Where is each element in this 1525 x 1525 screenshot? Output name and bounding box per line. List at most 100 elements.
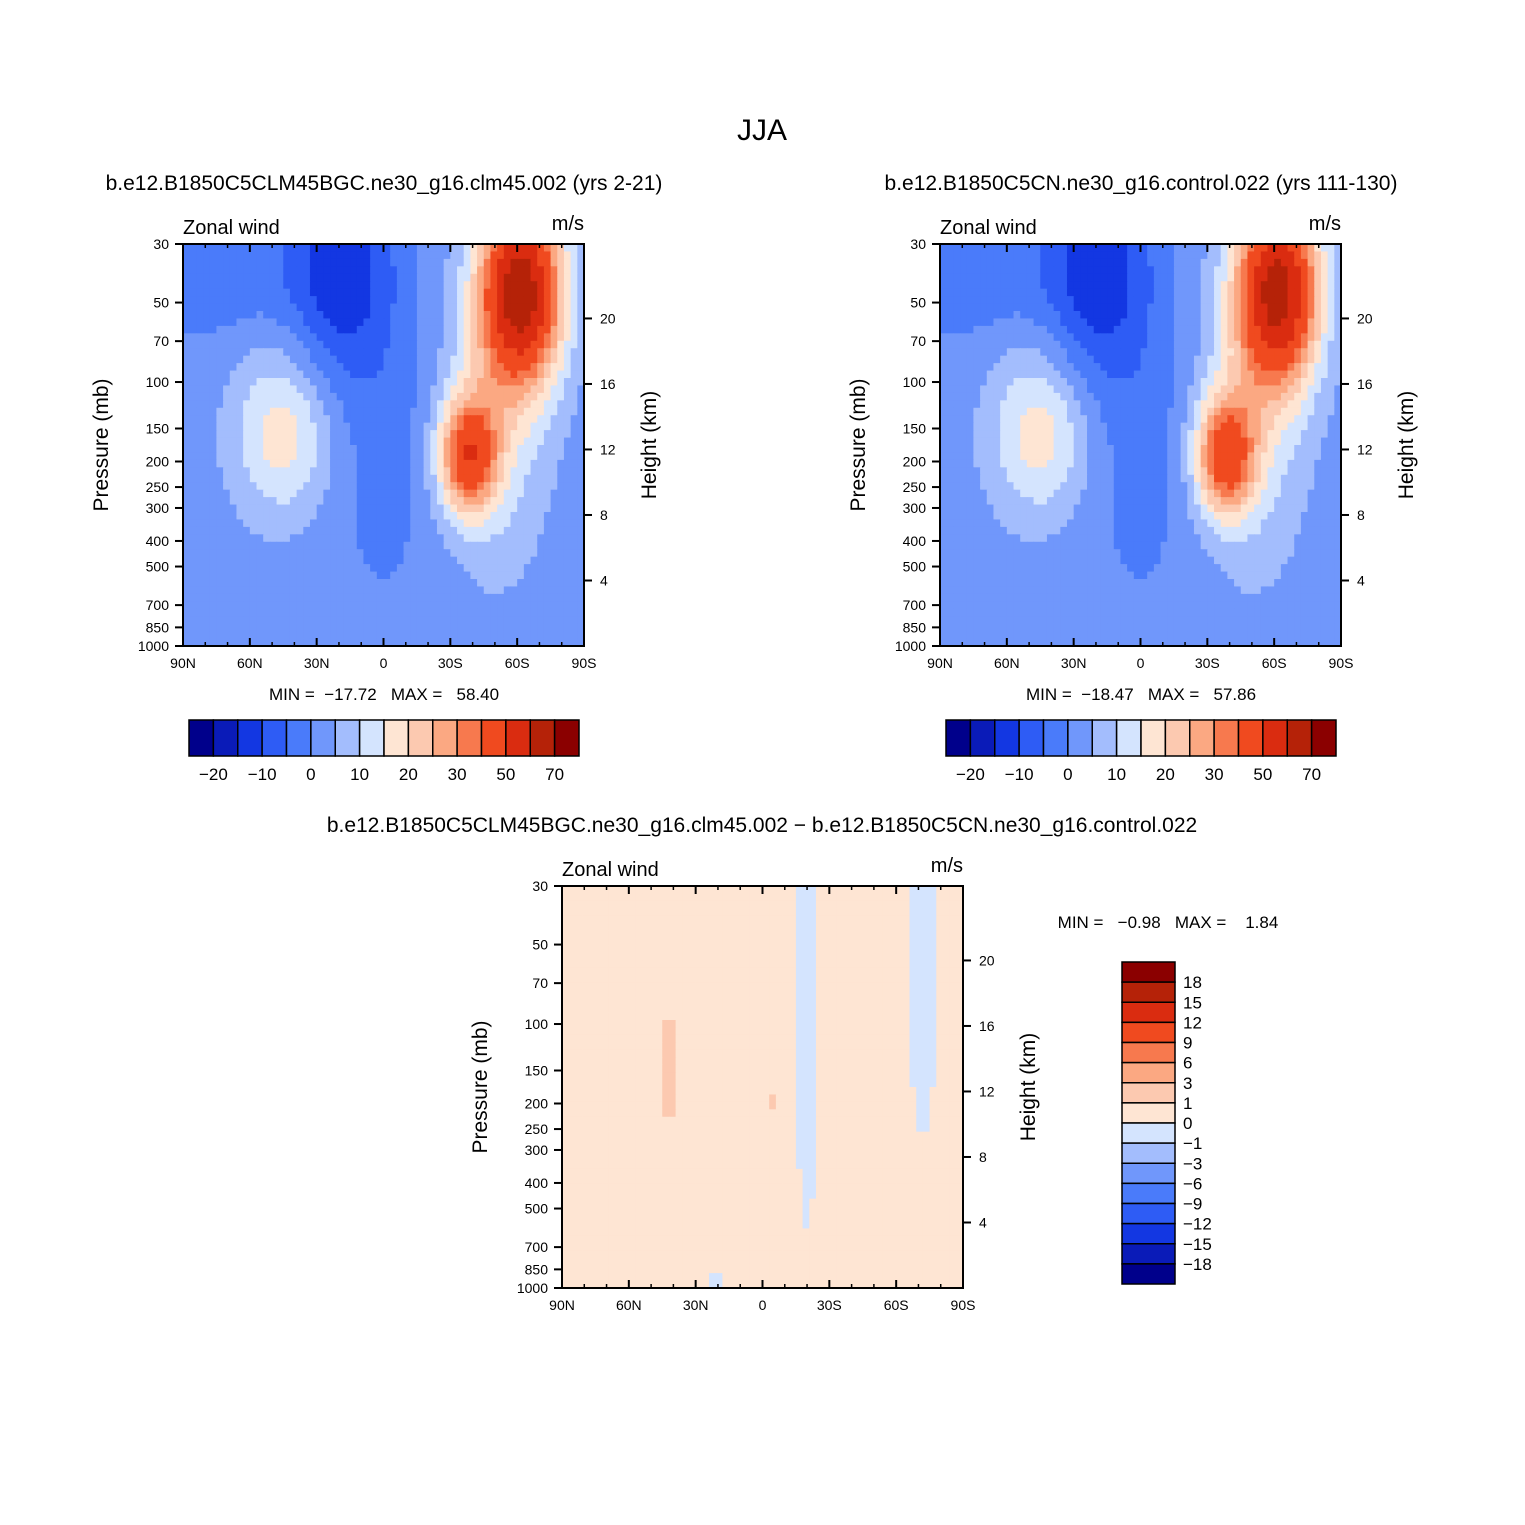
case1-y2-tick-label: 12: [600, 441, 616, 457]
case2-y-tick-label: 100: [903, 374, 927, 390]
case2-y2-tick-label: 12: [1357, 441, 1373, 457]
diff-colorbar-swatch: [1121, 1222, 1176, 1245]
diff-y-tick-label: 700: [525, 1239, 549, 1255]
diff-colorbar-label: −3: [1183, 1154, 1202, 1173]
diff-colorbar-label: −1: [1183, 1134, 1202, 1153]
diff-x-tick-label: 30S: [817, 1297, 842, 1313]
case2-y2-tick-label: 20: [1357, 310, 1373, 326]
diff-colorbar-label: 3: [1183, 1074, 1192, 1093]
case1-colorbar-swatch: [432, 719, 458, 757]
case2-y-tick-label: 300: [903, 500, 927, 516]
case1-colorbar-swatch: [553, 719, 580, 757]
diff-y-tick-label: 70: [532, 975, 548, 991]
case2-x-tick-label: 90S: [1329, 655, 1354, 671]
diff-colorbar-swatch: [1121, 1243, 1176, 1265]
case2-units-label: m/s: [1309, 213, 1341, 235]
case2-x-tick-label: 60N: [994, 655, 1020, 671]
case2-colorbar-label: −20: [956, 765, 985, 784]
case2-field: [940, 244, 1342, 647]
case2-colorbar-label: 0: [1063, 765, 1072, 784]
case2-minmax: MIN = −18.47 MAX = 57.86: [1026, 685, 1256, 704]
case1-colorbar-label: 0: [306, 765, 315, 784]
case2-y-tick-label: 850: [903, 619, 927, 635]
case2-colorbar-swatch: [1286, 719, 1313, 757]
diff-colorbar-swatch: [1121, 981, 1176, 1003]
diff-colorbar-label: −15: [1183, 1235, 1212, 1254]
case2-colorbar-swatch: [994, 719, 1020, 757]
case1-y2-tick-label: 20: [600, 310, 616, 326]
case1-x-tick-label: 60S: [505, 655, 530, 671]
diff-colorbar-label: 12: [1183, 1013, 1202, 1032]
diff-colorbar-label: −9: [1183, 1195, 1202, 1214]
case1-units-label: m/s: [552, 213, 584, 235]
case1-colorbar-swatch: [285, 719, 312, 757]
case1-colorbar-swatch: [237, 719, 263, 757]
case1-colorbar-swatch: [480, 719, 507, 757]
diff-y2-tick-label: 20: [979, 952, 995, 968]
diff-colorbar-label: 15: [1183, 993, 1202, 1012]
diff-colorbar-label: −12: [1183, 1215, 1212, 1234]
diff-x-tick-label: 90S: [951, 1297, 976, 1313]
case2-colorbar-label: 30: [1205, 765, 1224, 784]
case1-y-tick-label: 50: [153, 295, 169, 311]
case2-y-tick-label: 150: [903, 421, 927, 437]
case2-y2-tick-label: 16: [1357, 376, 1373, 392]
diff-colorbar-swatch: [1121, 961, 1176, 983]
case1-y-tick-label: 300: [146, 500, 170, 516]
case1-y-tick-label: 70: [153, 333, 169, 349]
case1-y-tick-label: 500: [146, 559, 170, 575]
case2-colorbar-swatch: [945, 719, 972, 757]
case1-variable-label: Zonal wind: [183, 217, 280, 239]
figure-title: JJA: [737, 114, 787, 147]
diff-x-tick-label: 0: [759, 1297, 767, 1313]
diff-y2-tick-label: 16: [979, 1018, 995, 1034]
case2-x-tick-label: 60S: [1262, 655, 1287, 671]
case2-y-tick-label: 1000: [895, 638, 926, 654]
diff-x-tick-label: 30N: [683, 1297, 709, 1313]
case2-x-tick-label: 30S: [1195, 655, 1220, 671]
case2-colorbar-swatch: [1115, 719, 1142, 757]
diff-y-tick-label: 850: [525, 1261, 549, 1277]
case2-y-tick-label: 50: [910, 295, 926, 311]
case1-y-tick-label: 100: [146, 374, 170, 390]
case1-colorbar: −20 −10 0 10 20 30 50 70: [188, 719, 580, 784]
case1-colorbar-swatch: [212, 719, 239, 757]
case2-ylabel: Pressure (mb): [847, 378, 870, 511]
case2-colorbar-swatch: [1067, 719, 1093, 757]
case2-colorbar-label: 10: [1107, 765, 1126, 784]
diff-y2-tick-label: 12: [979, 1083, 995, 1099]
case1-x-tick-label: 60N: [237, 655, 263, 671]
case1-x-tick-label: 90S: [572, 655, 597, 671]
diff-minmax: MIN = −0.98 MAX = 1.84: [1058, 913, 1279, 932]
diff-y-tick-label: 500: [525, 1201, 549, 1217]
case2-colorbar-swatch: [1042, 719, 1069, 757]
case1-y-tick-label: 850: [146, 619, 170, 635]
case1-ylabel: Pressure (mb): [90, 378, 113, 511]
diff-colorbar-label: −18: [1183, 1255, 1212, 1274]
diff-y2-tick-label: 4: [979, 1214, 987, 1230]
diff-x-tick-label: 60S: [884, 1297, 909, 1313]
case1-x-tick-label: 30S: [438, 655, 463, 671]
case1-y-tick-label: 30: [153, 236, 169, 252]
diff-y-tick-label: 400: [525, 1175, 549, 1191]
diff-colorbar-label: 9: [1183, 1034, 1192, 1053]
diff-y-tick-label: 150: [525, 1063, 549, 1079]
diff-x-tick-label: 60N: [616, 1297, 642, 1313]
case2-y-tick-label: 30: [910, 236, 926, 252]
case1-y2label: Height (km): [638, 391, 661, 500]
case1-field: [183, 244, 585, 647]
case2-colorbar-label: 70: [1302, 765, 1321, 784]
diff-colorbar-swatch: [1121, 1182, 1176, 1205]
diff-field: [562, 886, 964, 1289]
diff-colorbar-swatch: [1121, 1122, 1176, 1144]
diff-units-label: m/s: [931, 855, 963, 877]
case2-y-tick-label: 70: [910, 333, 926, 349]
case2-colorbar-label: −10: [1005, 765, 1034, 784]
diff-y-tick-label: 1000: [517, 1280, 548, 1296]
case2-title: b.e12.B1850C5CN.ne30_g16.control.022 (yr…: [885, 172, 1398, 195]
case2-colorbar-swatch: [1262, 719, 1288, 757]
diff-colorbar-swatch: [1121, 1263, 1176, 1285]
case2-colorbar-swatch: [1237, 719, 1264, 757]
case2-y2label: Height (km): [1395, 391, 1418, 500]
